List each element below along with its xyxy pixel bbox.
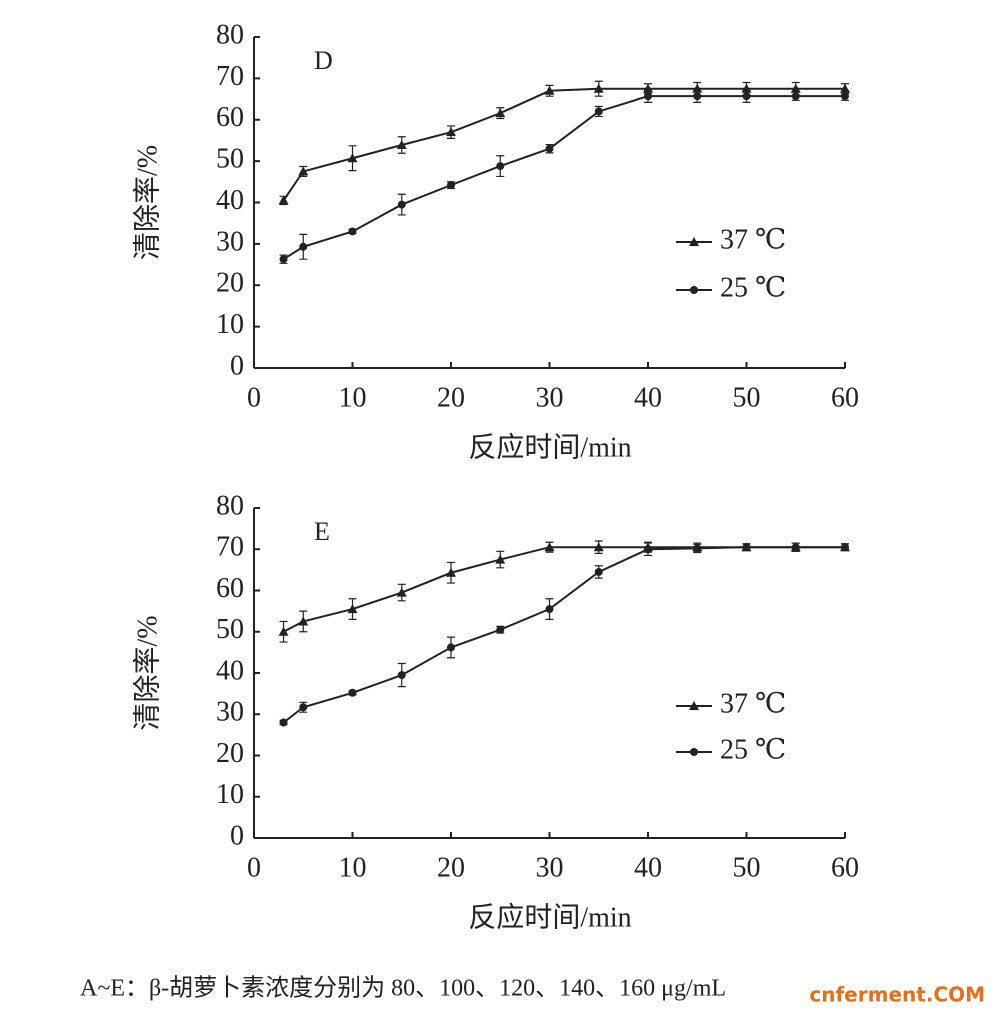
watermark: cnferment.COM [809, 983, 985, 1007]
marker [693, 544, 702, 553]
marker [397, 671, 406, 680]
marker [594, 567, 603, 576]
x-tick-label: 10 [339, 382, 367, 413]
y-axis-label: 清除率/% [131, 615, 163, 730]
y-tick-label: 20 [216, 738, 244, 769]
marker [495, 108, 506, 118]
marker [298, 166, 309, 176]
marker [644, 545, 652, 554]
y-tick-label: 0 [230, 350, 244, 381]
marker [593, 83, 604, 93]
x-tick-label: 30 [536, 852, 564, 883]
marker [496, 625, 505, 634]
marker [299, 703, 308, 712]
marker [689, 701, 699, 710]
legend-label: 25 ℃ [720, 272, 786, 303]
marker [791, 543, 800, 552]
marker [298, 616, 309, 626]
marker [689, 237, 699, 246]
marker [840, 83, 850, 93]
marker [446, 127, 456, 137]
marker [278, 626, 289, 636]
marker [347, 604, 358, 614]
marker [841, 92, 849, 101]
marker [545, 605, 554, 614]
y-tick-label: 20 [216, 268, 244, 299]
marker [841, 543, 849, 552]
marker [396, 587, 407, 597]
y-tick-label: 40 [216, 655, 244, 686]
y-tick-label: 10 [216, 779, 244, 810]
marker [279, 255, 288, 264]
marker [278, 195, 289, 205]
x-tick-label: 10 [339, 852, 367, 883]
x-tick-label: 50 [733, 382, 761, 413]
x-tick-label: 60 [831, 382, 859, 413]
marker [791, 92, 800, 101]
x-tick-label: 0 [247, 852, 261, 883]
x-tick-label: 20 [437, 382, 465, 413]
marker [690, 748, 698, 756]
y-axis-label: 清除率/% [131, 145, 163, 260]
plot: 0 10 20 30 40 50 60 70 80 0 10 20 30 40 50 60 反应时间/min 清除… [131, 19, 859, 463]
y-tick-label: 0 [230, 820, 244, 851]
marker [693, 92, 702, 101]
marker [594, 107, 603, 116]
x-axis-label: 反应时间/min [468, 901, 631, 933]
marker [299, 242, 308, 251]
x-tick-label: 0 [247, 382, 261, 413]
y-tick-label: 80 [216, 19, 244, 50]
marker [348, 227, 357, 236]
marker [447, 643, 455, 652]
panel-label: D [314, 46, 333, 75]
x-tick-label: 30 [536, 382, 564, 413]
marker [742, 543, 751, 552]
marker [545, 144, 554, 153]
marker [593, 542, 604, 552]
x-tick-label: 40 [634, 382, 662, 413]
series-line [283, 546, 845, 633]
marker [348, 688, 357, 697]
y-tick-label: 10 [216, 309, 244, 340]
marker [544, 542, 555, 552]
marker [446, 567, 456, 577]
marker [396, 139, 407, 149]
y-tick-label: 30 [216, 697, 244, 728]
x-tick-label: 60 [831, 852, 859, 883]
y-tick-label: 80 [216, 490, 244, 521]
y-tick-label: 60 [216, 573, 244, 604]
y-tick-label: 40 [216, 185, 244, 216]
series-line [282, 87, 845, 201]
marker [790, 83, 801, 93]
y-tick-label: 50 [216, 614, 244, 645]
legend-label: 25 ℃ [720, 734, 786, 765]
x-tick-label: 20 [437, 852, 465, 883]
x-tick-label: 50 [733, 852, 761, 883]
marker [347, 153, 358, 163]
y-tick-label: 70 [216, 532, 244, 563]
y-tick-label: 30 [216, 226, 244, 257]
plot: 0 10 20 30 40 50 60 70 80 0 10 20 30 40 50 60 反应时间/min 清除… [131, 490, 859, 933]
y-tick-label: 60 [216, 102, 244, 133]
y-tick-label: 70 [216, 61, 244, 92]
legend-label: 37 ℃ [720, 688, 786, 719]
x-tick-label: 40 [634, 852, 662, 883]
marker [644, 92, 652, 101]
legend-label: 37 ℃ [720, 224, 786, 255]
marker [544, 85, 555, 95]
marker [279, 718, 288, 727]
x-axis-label: 反应时间/min [468, 431, 631, 463]
marker [496, 162, 505, 171]
marker [447, 181, 455, 190]
panel-label: E [314, 517, 330, 546]
marker [495, 554, 506, 564]
caption: A~E：β-胡萝卜素浓度分别为 80、100、120、140、160 μg/mL [80, 975, 726, 1002]
y-tick-label: 50 [216, 144, 244, 175]
marker [742, 92, 751, 101]
marker [690, 286, 698, 294]
marker [397, 200, 406, 209]
